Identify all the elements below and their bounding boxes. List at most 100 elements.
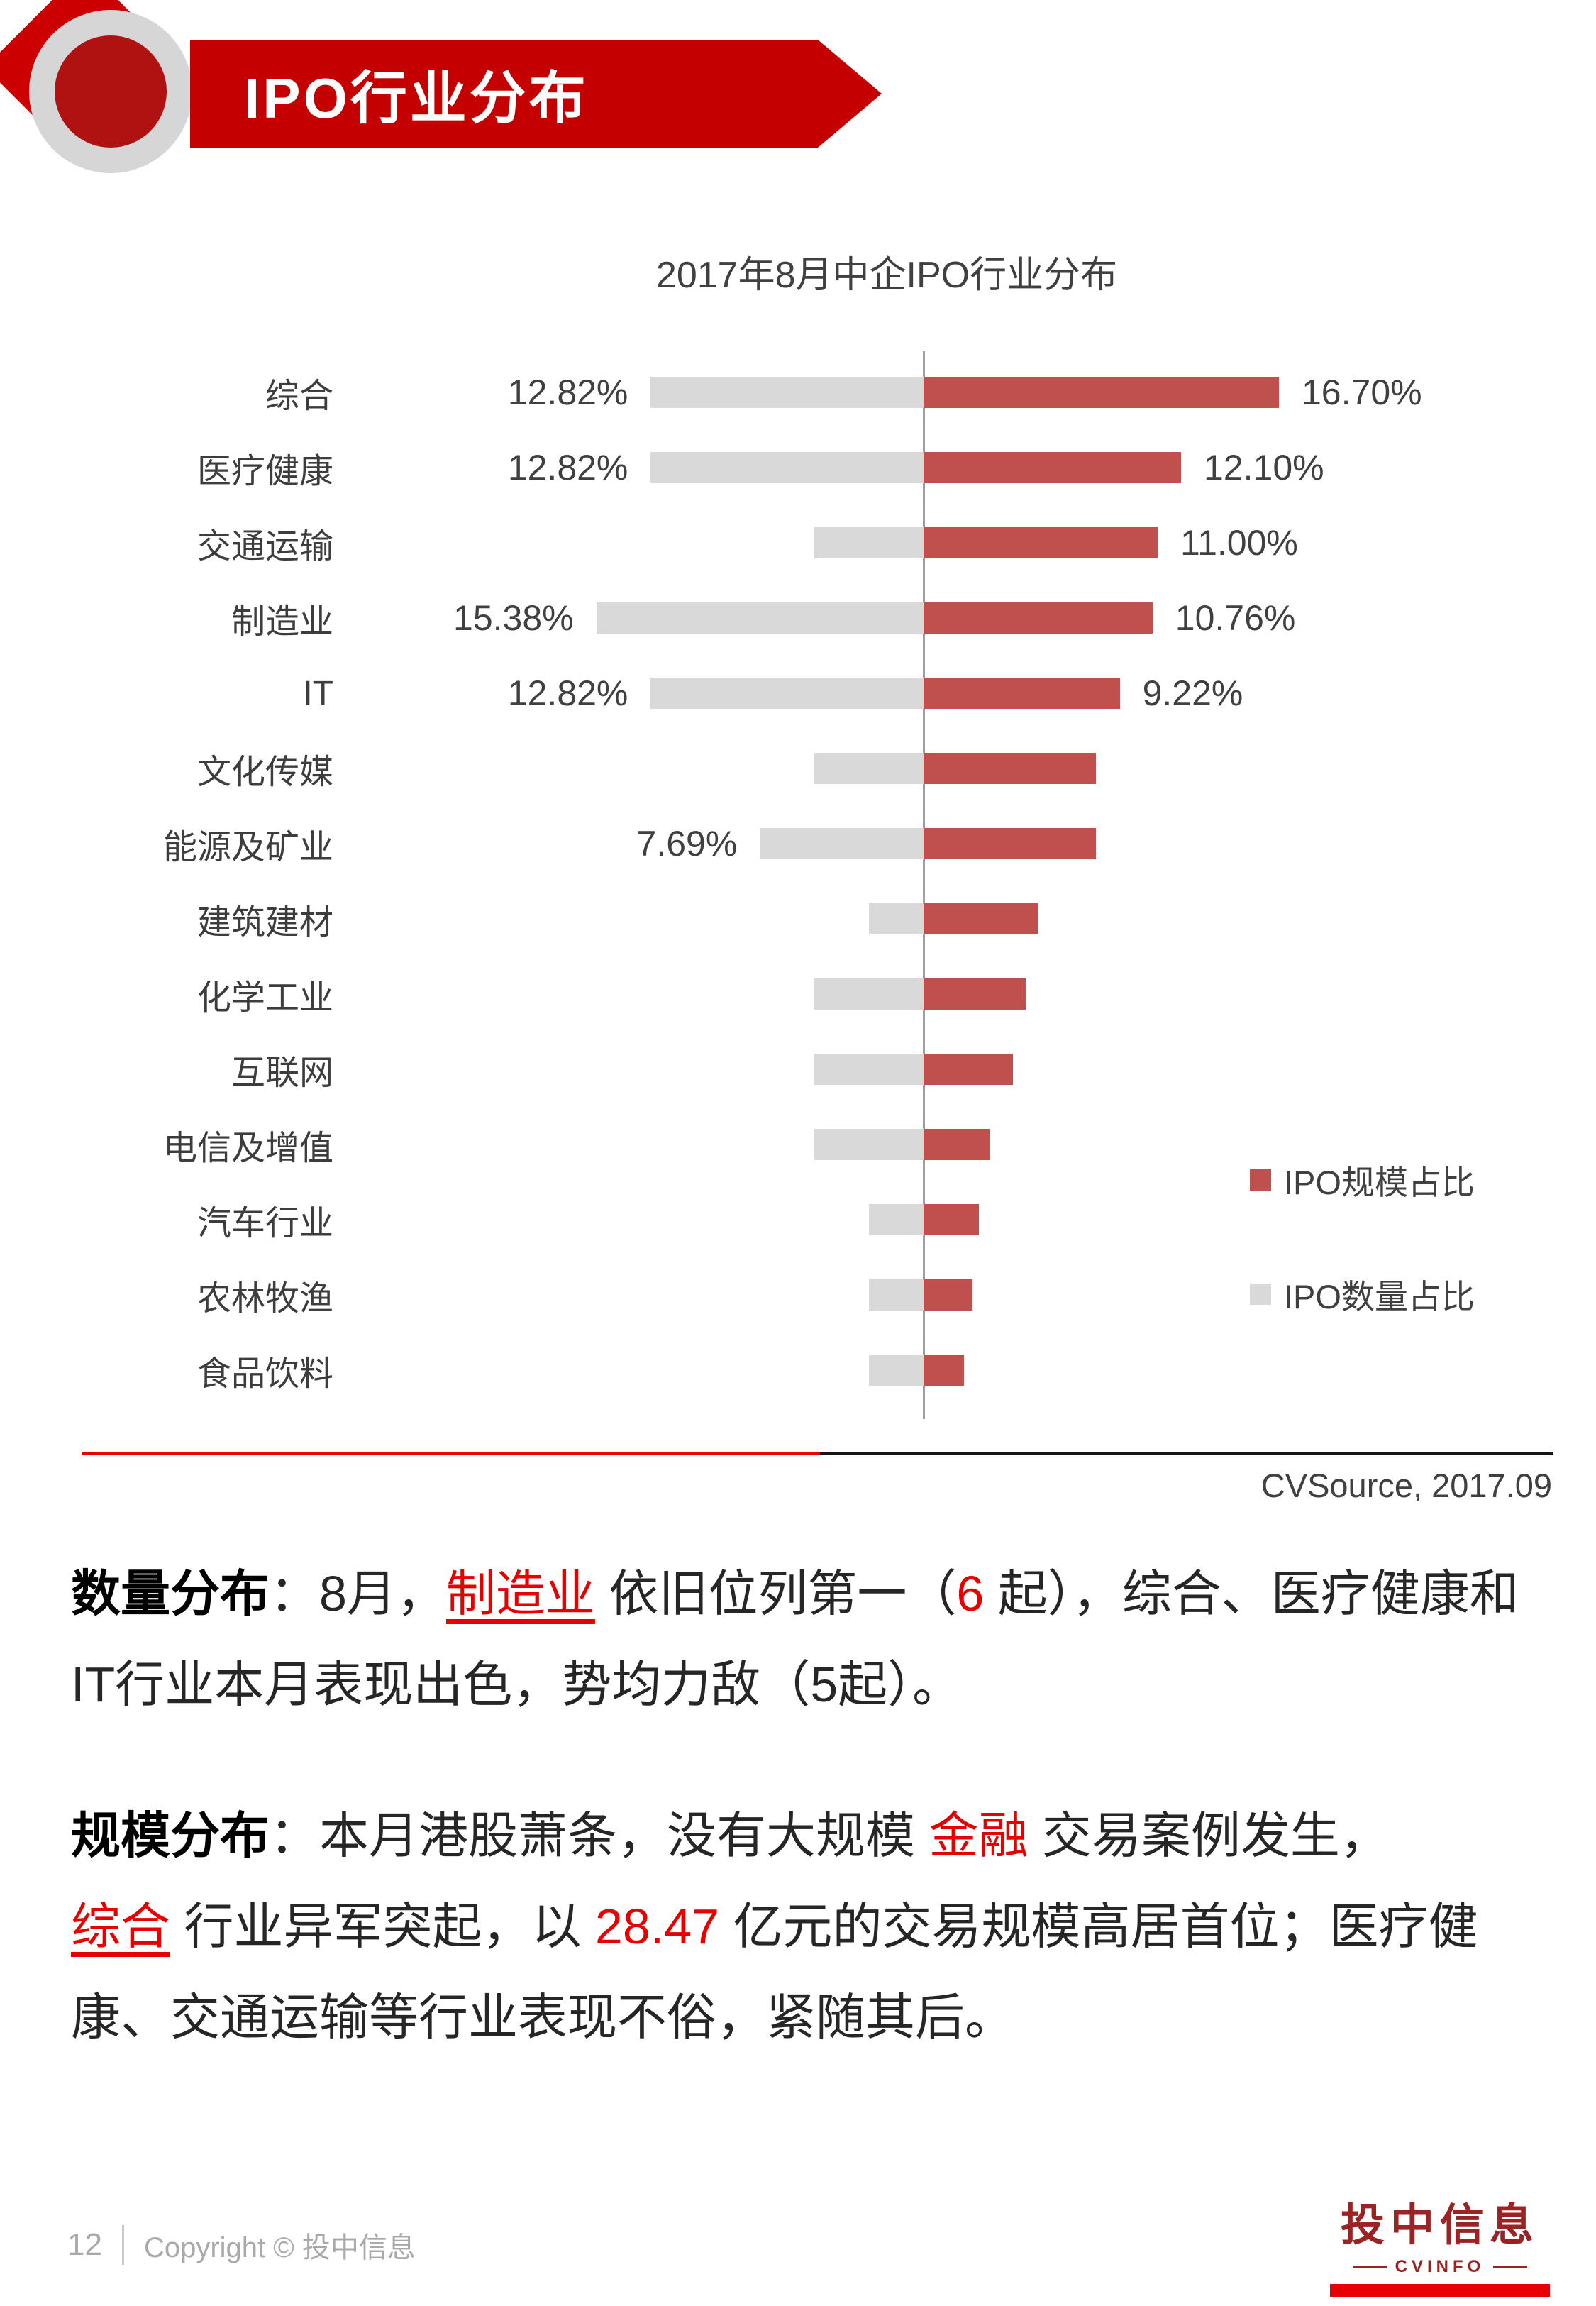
brand-red-bar <box>1330 2284 1550 2297</box>
category-label: 能源及矿业 <box>162 829 333 866</box>
chart-row: 互联网 <box>0 1032 1596 1107</box>
highlight-comprehensive: 综合 <box>71 1899 170 1954</box>
logo-ring <box>29 10 192 173</box>
analysis-section: 数量分布：8月，制造业 依旧位列第一（6 起），综合、医疗健康和IT行业本月表现… <box>71 1548 1539 2063</box>
quantity-value-label: 12.82% <box>507 448 628 487</box>
highlight-finance: 金融 <box>929 1808 1029 1863</box>
category-label: 医疗健康 <box>196 453 333 490</box>
scale-value-label: 12.10% <box>1204 448 1324 487</box>
footer-divider <box>121 2225 124 2265</box>
scale-bar <box>924 1355 964 1386</box>
highlight-amount: 28.47 <box>594 1899 720 1954</box>
scale-value-label: 10.76% <box>1175 598 1296 638</box>
quantity-bar <box>596 602 924 634</box>
category-label: 电信及增值 <box>162 1130 333 1167</box>
scale-bar <box>924 1054 1013 1085</box>
chart-row: 建筑建材 <box>0 881 1596 956</box>
scale-bar <box>924 678 1120 709</box>
scale-bar <box>924 828 1096 859</box>
category-label: 交通运输 <box>196 528 333 566</box>
chart-row: 交通运输 11.00% <box>0 505 1596 580</box>
brand-subtitle: CVINFO <box>1395 2257 1485 2276</box>
scale-bar <box>924 1204 979 1235</box>
text-segment: ：8月， <box>270 1566 446 1621</box>
category-label: IT <box>303 674 333 712</box>
chart-axis-line <box>923 351 925 1419</box>
footer-left: 12 Copyright © 投中信息 <box>67 2224 416 2266</box>
quantity-zone <box>355 1129 924 1160</box>
scale-bar <box>924 753 1096 784</box>
scale-zone: 11.00% <box>924 522 1596 563</box>
scale-zone: 9.22% <box>924 673 1596 714</box>
chart-title: 2017年8月中企IPO行业分布 <box>655 255 1118 296</box>
quantity-bar <box>650 377 924 408</box>
quantity-bar <box>814 978 924 1010</box>
quantity-bar <box>869 1355 924 1386</box>
separator-line-black <box>820 1452 1553 1455</box>
brand-line-right <box>1493 2266 1528 2268</box>
scale-bar <box>924 452 1181 483</box>
category-label: 建筑建材 <box>196 904 333 942</box>
quantity-zone <box>355 527 924 558</box>
chart-row: 化学工业 <box>0 956 1596 1032</box>
chart-row: 电信及增值 <box>0 1107 1596 1182</box>
scale-zone: 10.76% <box>924 597 1596 639</box>
quantity-bar <box>869 1279 924 1311</box>
scale-bar <box>924 602 1153 634</box>
scale-bar <box>924 527 1158 558</box>
quantity-value-label: 7.69% <box>636 824 738 864</box>
category-label: 汽车行业 <box>196 1205 333 1242</box>
quantity-zone <box>355 753 924 784</box>
scale-zone <box>924 978 1596 1010</box>
chart-row: 汽车行业 <box>0 1182 1596 1257</box>
section-banner: IPO行业分布 <box>190 40 882 148</box>
text-segment: 依旧位列第一（ <box>594 1566 957 1621</box>
quantity-zone <box>355 1204 924 1235</box>
scale-zone <box>924 1054 1596 1085</box>
scale-bar <box>924 903 1038 934</box>
brand-line-left <box>1352 2266 1387 2268</box>
quantity-bar <box>814 527 924 558</box>
scale-bar <box>924 377 1279 408</box>
highlight-count: 6 <box>956 1566 985 1621</box>
scale-bar <box>924 978 1026 1010</box>
scale-zone: 12.10% <box>924 447 1596 488</box>
text-segment: 亿元的交易规模高居首位；医疗健康、交通运输等行业表现不俗，紧随其后。 <box>71 1899 1478 2045</box>
text-segment: ：本月港股萧条，没有大规模 <box>270 1808 929 1863</box>
chart-row: 农林牧渔 <box>0 1257 1596 1333</box>
chart-rows: 综合 12.82% 16.70% 医疗健康 12.82% 12.10% 交通运输 11.00%… <box>0 355 1596 1408</box>
legend-swatch <box>1250 1283 1271 1305</box>
scale-value-label: 9.22% <box>1142 673 1243 713</box>
scale-value-label: 16.70% <box>1302 373 1422 412</box>
legend-item: IPO数量占比 <box>1250 1269 1475 1318</box>
category-label: 制造业 <box>231 603 333 641</box>
quantity-zone <box>355 978 924 1010</box>
category-label: 食品饮料 <box>196 1355 333 1393</box>
quantity-zone: 12.82% <box>355 372 924 413</box>
quantity-bar <box>650 452 924 483</box>
category-label: 化学工业 <box>196 979 333 1017</box>
page-number: 12 <box>67 2227 102 2262</box>
category-label: 综合 <box>265 377 333 415</box>
text-segment: 行业异军突起，以 <box>170 1899 595 1954</box>
text-segment: 起），综合、医疗健康和IT行业本月表现出色，势均力敌（5起）。 <box>71 1566 1519 1712</box>
quantity-bar <box>814 1054 924 1085</box>
legend-item: IPO规模占比 <box>1250 1155 1475 1204</box>
chart-row: 医疗健康 12.82% 12.10% <box>0 430 1596 505</box>
scale-analysis-paragraph: 规模分布：本月港股萧条，没有大规模 金融 交易案例发生， 综合 行业异军突起，以 … <box>71 1790 1539 2063</box>
quantity-zone <box>355 1355 924 1386</box>
scale-zone <box>924 903 1596 934</box>
quantity-value-label: 15.38% <box>453 598 574 638</box>
chart-row: 综合 12.82% 16.70% <box>0 355 1596 430</box>
quantity-zone: 7.69% <box>355 823 924 864</box>
logo-inner-circle <box>55 35 167 148</box>
paragraph-lead: 规模分布 <box>71 1808 270 1863</box>
quantity-zone: 12.82% <box>355 447 924 488</box>
quantity-zone <box>355 1054 924 1085</box>
quantity-bar <box>814 1129 924 1160</box>
category-label: 文化传媒 <box>196 754 333 791</box>
scale-value-label: 11.00% <box>1180 523 1298 563</box>
text-segment: 交易案例发生， <box>1028 1808 1390 1863</box>
scale-bar <box>924 1129 990 1160</box>
quantity-analysis-paragraph: 数量分布：8月，制造业 依旧位列第一（6 起），综合、医疗健康和IT行业本月表现… <box>71 1548 1539 1730</box>
